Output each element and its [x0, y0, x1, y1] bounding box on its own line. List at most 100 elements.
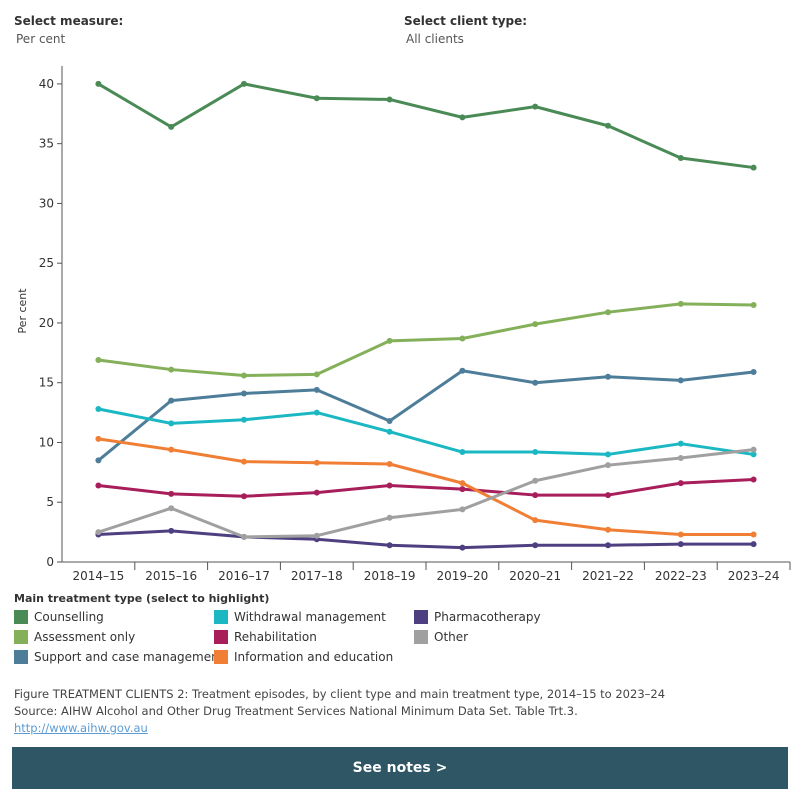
data-point-rehabilitation [605, 492, 611, 499]
data-point-withdrawal-management [168, 420, 175, 427]
legend-item-rehabilitation[interactable]: Rehabilitation [214, 630, 317, 644]
legend-swatch [414, 630, 428, 644]
data-point-counselling [168, 123, 175, 130]
y-tick-label: 10 [39, 435, 54, 449]
data-point-assessment-only [750, 302, 757, 309]
data-point-pharmacotherapy [532, 542, 539, 549]
aihw-link[interactable]: http://www.aihw.gov.au [14, 721, 148, 735]
data-point-assessment-only [605, 309, 611, 316]
caption-title: Figure TREATMENT CLIENTS 2: Treatment ep… [14, 687, 666, 701]
legend-swatch [214, 610, 228, 624]
data-point-support-and-case-management [168, 397, 175, 404]
x-tick-label: 2019–20 [436, 569, 488, 583]
data-point-information-and-education [677, 531, 684, 538]
data-point-information-and-education [750, 531, 757, 538]
data-point-rehabilitation [750, 476, 757, 483]
y-tick-label: 25 [39, 256, 54, 270]
data-point-other [532, 477, 539, 484]
legend-swatch [14, 610, 28, 624]
caption-source: Source: AIHW Alcohol and Other Drug Trea… [14, 704, 578, 718]
data-point-information-and-education [168, 446, 175, 453]
y-tick-label: 40 [39, 77, 54, 91]
y-tick-label: 35 [39, 137, 54, 151]
data-point-counselling [532, 103, 539, 110]
data-point-support-and-case-management [241, 390, 247, 397]
legend-label: Rehabilitation [234, 630, 317, 644]
x-tick-label: 2023–24 [728, 569, 780, 583]
x-tick-label: 2022–23 [655, 569, 707, 583]
data-point-information-and-education [459, 480, 466, 487]
data-point-withdrawal-management [313, 409, 320, 416]
data-point-assessment-only [241, 372, 247, 379]
y-axis-title: Per cent [16, 288, 29, 334]
client-type-filter: Select client type: All clients [404, 14, 527, 46]
legend-item-withdrawal-management[interactable]: Withdrawal management [214, 610, 386, 624]
data-point-support-and-case-management [95, 457, 102, 464]
data-point-counselling [241, 80, 247, 87]
legend-item-information-and-education[interactable]: Information and education [214, 650, 393, 664]
line-chart: 0 5 10 15 20 25 30 35 40 2014–15 2015–16 2016–17 201… [16, 66, 791, 583]
data-point-withdrawal-management [750, 451, 757, 458]
client-type-select[interactable]: All clients [406, 32, 464, 46]
data-point-assessment-only [95, 357, 102, 364]
x-tick-label: 2014–15 [72, 569, 124, 583]
data-point-withdrawal-management [386, 428, 393, 435]
legend-item-support-and-case-management[interactable]: Support and case management [14, 650, 223, 664]
legend-item-counselling[interactable]: Counselling [14, 610, 104, 624]
x-tick-label: 2020–21 [509, 569, 561, 583]
data-point-other [677, 455, 684, 462]
measure-filter-label: Select measure: [14, 14, 124, 28]
series-line-withdrawal-management [98, 407, 754, 456]
series-line-rehabilitation [98, 478, 754, 498]
data-point-withdrawal-management [95, 406, 102, 413]
data-point-counselling [677, 155, 684, 162]
data-point-rehabilitation [532, 492, 539, 499]
data-point-withdrawal-management [677, 440, 684, 447]
data-point-other [459, 506, 466, 513]
legend-item-other[interactable]: Other [414, 630, 468, 644]
measure-select[interactable]: Per cent [16, 32, 66, 46]
legend-swatch [214, 630, 228, 644]
series-line-information-and-education [98, 437, 754, 537]
legend-label: Withdrawal management [234, 610, 386, 624]
legend-item-assessment-only[interactable]: Assessment only [14, 630, 135, 644]
legend-title: Main treatment type (select to highlight… [14, 592, 270, 605]
data-point-information-and-education [95, 435, 102, 442]
legend-label: Support and case management [34, 650, 224, 664]
data-point-pharmacotherapy [386, 542, 393, 549]
data-point-counselling [313, 95, 320, 102]
data-point-other [750, 446, 757, 453]
legend-label: Assessment only [34, 630, 136, 644]
data-point-withdrawal-management [605, 451, 611, 458]
data-point-counselling [605, 122, 611, 129]
x-tick-label: 2015–16 [145, 569, 197, 583]
series-line-assessment-only [98, 302, 754, 378]
data-point-information-and-education [241, 458, 247, 465]
data-point-counselling [95, 80, 102, 87]
y-tick-label: 0 [46, 555, 54, 569]
series-line-other [97, 448, 754, 539]
measure-filter: Select measure: Per cent [14, 14, 123, 46]
series-line-support-and-case-management [97, 369, 754, 462]
data-point-other [386, 514, 393, 521]
data-point-support-and-case-management [386, 417, 393, 424]
x-tick-label: 2021–22 [582, 569, 634, 583]
legend-label: Counselling [34, 610, 104, 624]
data-point-rehabilitation [677, 480, 684, 487]
data-point-information-and-education [313, 459, 320, 466]
data-point-assessment-only [386, 337, 393, 344]
x-tick-label: 2016–17 [218, 569, 270, 583]
data-point-rehabilitation [313, 489, 320, 496]
data-point-support-and-case-management [532, 379, 539, 386]
y-tick-label: 30 [39, 196, 54, 210]
data-point-pharmacotherapy [677, 541, 684, 548]
series-line-pharmacotherapy [98, 529, 754, 550]
client-type-filter-label: Select client type: [404, 14, 528, 28]
see-notes-button[interactable]: See notes > [12, 747, 788, 789]
data-point-pharmacotherapy [750, 541, 757, 548]
legend-label: Pharmacotherapy [434, 610, 541, 624]
data-point-support-and-case-management [677, 377, 684, 384]
data-point-assessment-only [677, 300, 684, 307]
legend-item-pharmacotherapy[interactable]: Pharmacotherapy [414, 610, 541, 624]
data-point-information-and-education [605, 526, 611, 533]
